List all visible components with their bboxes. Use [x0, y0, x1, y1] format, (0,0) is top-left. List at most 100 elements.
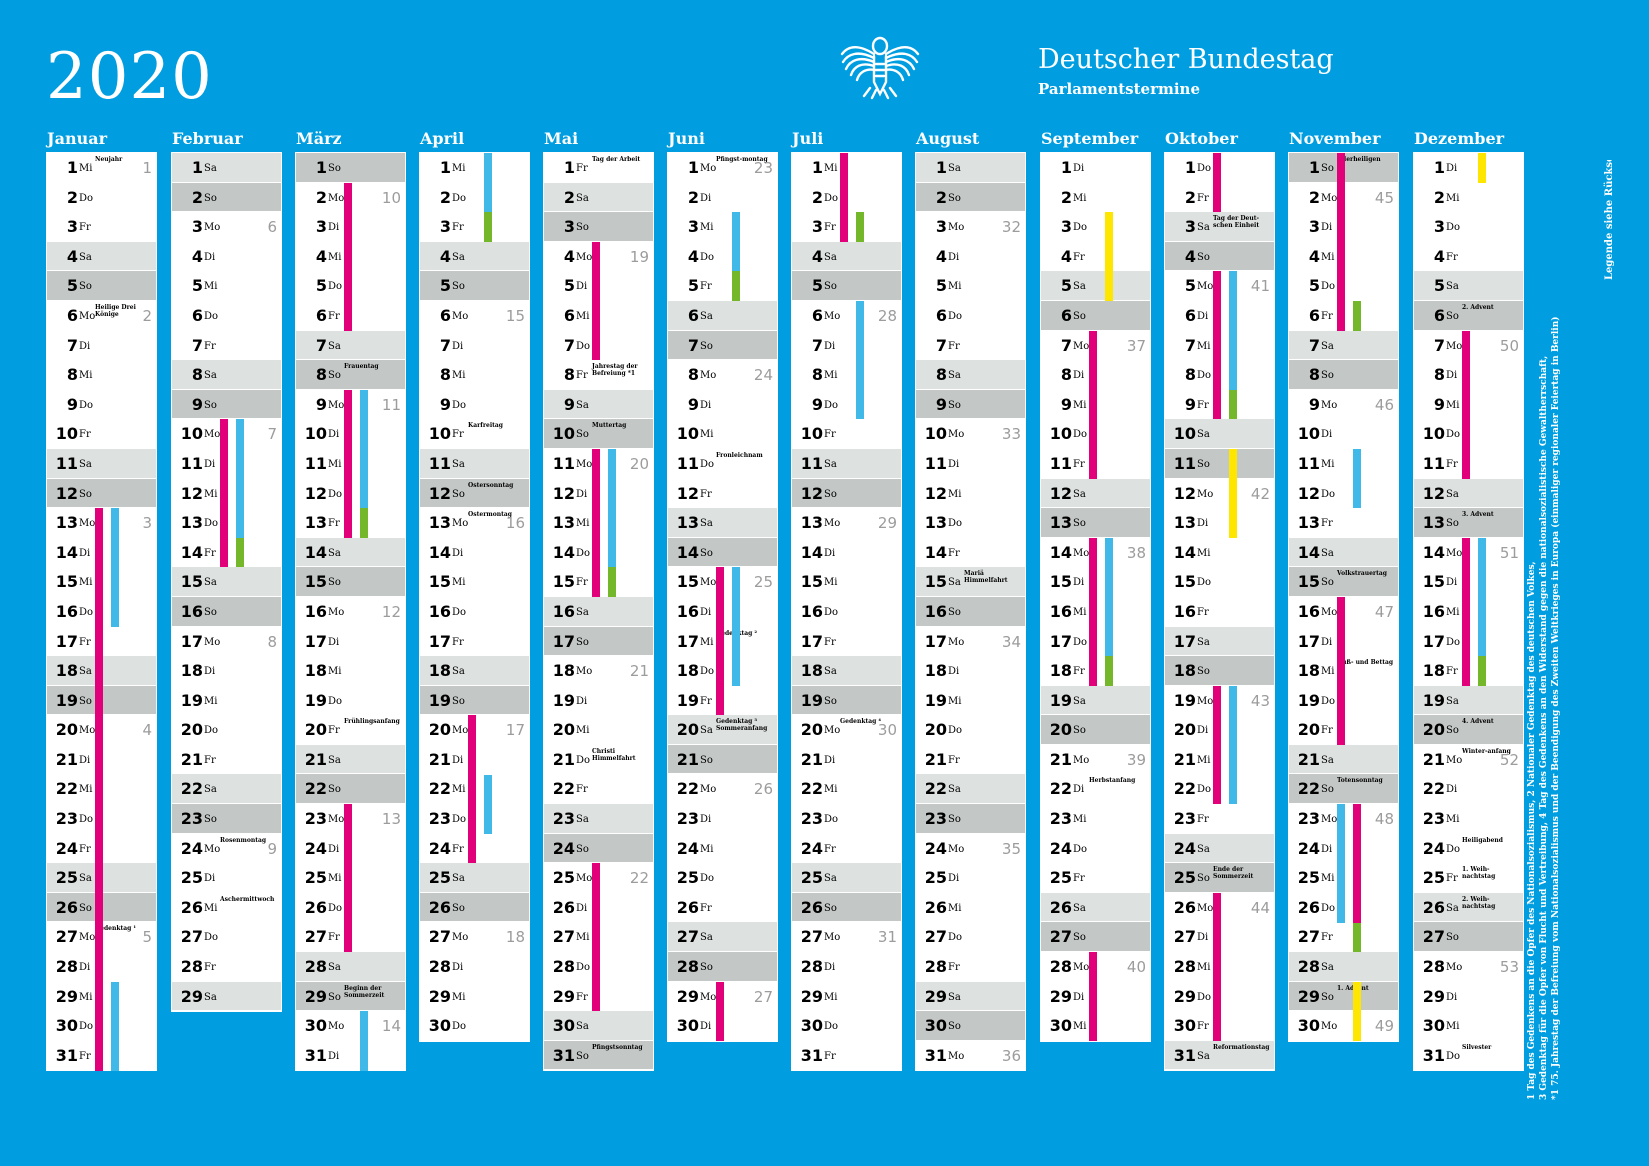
day-number: 16 [1297, 601, 1320, 621]
weekday-label: Mo [1073, 547, 1090, 559]
day-row: 28 Mo 53 [1414, 952, 1523, 982]
day-number: 3 [563, 217, 575, 237]
day-number: 17 [1422, 631, 1445, 651]
weekday-label: Mi [1073, 606, 1087, 618]
day-number: 11 [1049, 453, 1072, 473]
holiday-note: Volkstrauertag [1337, 570, 1387, 578]
week-number: 52 [1499, 750, 1519, 769]
week-number: 32 [1001, 218, 1021, 237]
weekday-label: Do [700, 458, 715, 470]
day-number: 9 [563, 394, 575, 414]
day-row: 29 Sa [172, 981, 281, 1012]
weekday-label: Do [79, 399, 94, 411]
day-row: 25 Di [916, 863, 1025, 893]
day-number: 2 [811, 187, 823, 207]
weekday-label: Mo [948, 636, 965, 648]
day-number: 3 [1433, 217, 1445, 237]
day-row: 3 Sa Tag der Deut-schen Einheit [1165, 212, 1274, 242]
weekday-label: Do [1073, 843, 1088, 855]
weekday-label: Mi [452, 370, 466, 382]
day-number: 7 [1184, 335, 1196, 355]
day-row: 4 Fr [1414, 241, 1523, 272]
month-name: Dezember [1414, 129, 1505, 148]
weekday-label: So [1321, 784, 1334, 796]
week-number: 18 [505, 928, 525, 947]
day-number: 28 [1297, 957, 1320, 977]
legend-line-2: 3 Gedenktag für die Opfer von Flucht und… [1538, 356, 1549, 1100]
day-number: 22 [55, 779, 78, 799]
sitting-week-bar [592, 863, 600, 1012]
sitting-week-bar [1213, 153, 1221, 213]
day-row: 19 So [792, 685, 901, 716]
day-number: 18 [1422, 661, 1445, 681]
weekday-label: Fr [700, 695, 712, 707]
day-row: 18 Sa [420, 656, 529, 686]
day-number: 10 [1422, 424, 1445, 444]
day-row: 1 Mi Neujahr 1 [47, 153, 156, 183]
day-number: 17 [1173, 631, 1196, 651]
day-number: 21 [1297, 749, 1320, 769]
weekday-label: Mo [1073, 962, 1090, 974]
weekday-label: Mo [1446, 547, 1463, 559]
weekday-label: Do [1321, 488, 1336, 500]
weekday-label: So [948, 1021, 961, 1033]
day-number: 12 [55, 483, 78, 503]
weekday-label: Do [204, 932, 219, 944]
weekday-label: Fr [1446, 873, 1458, 885]
day-row: 18 Mo 21 [544, 656, 653, 686]
weekday-label: Sa [948, 370, 961, 382]
holiday-note: Tag der Arbeit [592, 156, 641, 163]
day-number: 29 [676, 986, 699, 1006]
day-number: 11 [304, 453, 327, 473]
day-number: 7 [563, 335, 575, 355]
day-row: 6 So 2. Advent [1414, 300, 1523, 331]
holiday-note: Heilige Drei Könige [95, 303, 136, 318]
weekday-label: Fr [452, 636, 464, 648]
weekday-label: Di [204, 458, 216, 470]
weekday-label: Di [1446, 163, 1458, 174]
day-row: 10 Mi [668, 419, 777, 449]
day-row: 4 Fr [1041, 241, 1150, 272]
day-number: 4 [687, 246, 699, 266]
weekday-label: Mi [79, 991, 93, 1003]
sitting-week-bar [840, 153, 848, 242]
day-row: 7 Di [420, 330, 529, 361]
day-number: 9 [315, 394, 327, 414]
day-number: 17 [800, 631, 823, 651]
weekday-label: Mi [79, 163, 93, 174]
weekday-label: Mo [452, 310, 469, 322]
day-row: 16 So [172, 596, 281, 627]
weekday-label: So [1073, 310, 1086, 322]
day-number: 6 [811, 305, 823, 325]
holiday-note: Neujahr [95, 156, 123, 163]
day-number: 8 [1433, 365, 1445, 385]
holiday-note: Ende der Sommerzeit [1213, 866, 1254, 881]
weekday-label: Fr [79, 222, 91, 234]
day-number: 5 [563, 276, 575, 296]
day-row: 2 Di [668, 182, 777, 213]
day-number: 6 [315, 305, 327, 325]
day-number: 31 [304, 1045, 327, 1065]
day-row: 28 Fr [172, 952, 281, 982]
weekday-label: So [452, 902, 465, 914]
day-number: 7 [315, 335, 327, 355]
day-number: 22 [676, 779, 699, 799]
weekday-label: Mi [700, 636, 714, 648]
day-number: 2 [687, 187, 699, 207]
committee-week-bar [111, 508, 119, 627]
day-number: 15 [1173, 572, 1196, 592]
day-number: 8 [563, 365, 575, 385]
week-number: 41 [1250, 277, 1270, 296]
weekday-label: Fr [824, 222, 836, 234]
month-name: Januar [47, 129, 107, 148]
month-name: April [420, 129, 465, 148]
weekday-label: Sa [1446, 902, 1459, 914]
day-row: 5 Mi [172, 271, 281, 301]
day-number: 1 [1433, 158, 1445, 177]
weekday-label: Fr [948, 754, 960, 766]
weekday-label: Do [824, 192, 839, 204]
month-name: August [916, 129, 980, 148]
day-row: 4 Do [668, 241, 777, 272]
month-days: 1 Di 2 Mi 3 Do 4 Fr 5 Sa 6 So 7 Mo 37 8 Di 9 Mi 10 Do 11 Fr 12 S… [1040, 152, 1151, 1042]
weekday-label: Di [824, 754, 836, 766]
